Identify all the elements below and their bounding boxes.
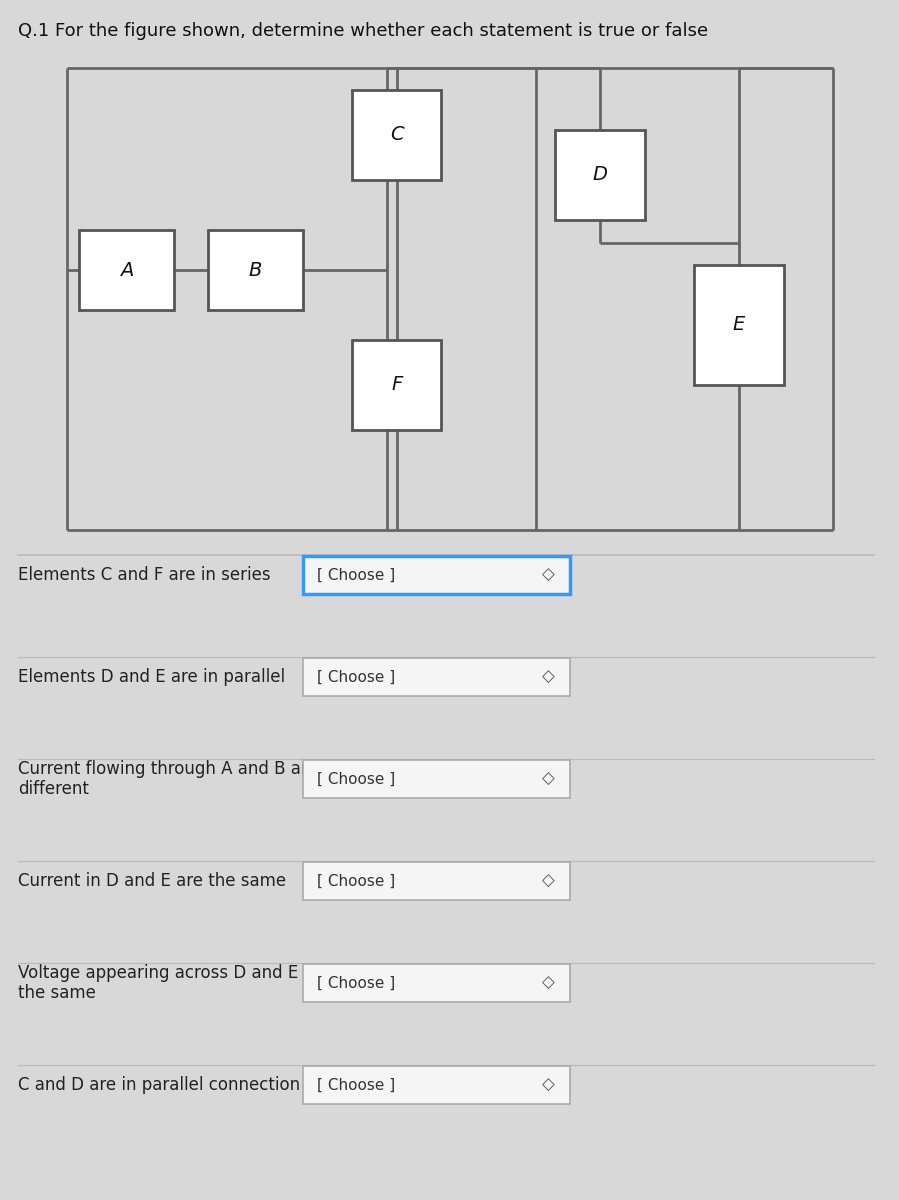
Text: Voltage appearing across D and E are
the same: Voltage appearing across D and E are the… (18, 964, 330, 1002)
Text: [ Choose ]: [ Choose ] (317, 568, 396, 582)
Text: [ Choose ]: [ Choose ] (317, 670, 396, 684)
Text: [ Choose ]: [ Choose ] (317, 1078, 396, 1092)
Text: A: A (120, 260, 133, 280)
Text: D: D (592, 166, 608, 185)
FancyBboxPatch shape (302, 862, 570, 900)
Text: Current in D and E are the same: Current in D and E are the same (18, 872, 286, 890)
FancyBboxPatch shape (79, 230, 174, 310)
FancyBboxPatch shape (302, 964, 570, 1002)
FancyBboxPatch shape (352, 340, 441, 430)
Text: ◇: ◇ (542, 668, 555, 686)
FancyBboxPatch shape (556, 130, 645, 220)
Text: [ Choose ]: [ Choose ] (317, 976, 396, 990)
Text: ◇: ◇ (542, 872, 555, 890)
Text: B: B (249, 260, 263, 280)
FancyBboxPatch shape (302, 658, 570, 696)
Text: F: F (391, 376, 403, 395)
FancyBboxPatch shape (694, 265, 784, 385)
Text: ◇: ◇ (542, 770, 555, 788)
Text: Current flowing through A and B are
different: Current flowing through A and B are diff… (18, 760, 317, 798)
Text: C: C (390, 126, 404, 144)
Text: Elements C and F are in series: Elements C and F are in series (18, 566, 271, 584)
FancyBboxPatch shape (209, 230, 302, 310)
FancyBboxPatch shape (302, 556, 570, 594)
Text: Q.1 For the figure shown, determine whether each statement is true or false: Q.1 For the figure shown, determine whet… (18, 22, 708, 40)
Text: [ Choose ]: [ Choose ] (317, 772, 396, 786)
FancyBboxPatch shape (352, 90, 441, 180)
FancyBboxPatch shape (302, 1066, 570, 1104)
Text: E: E (733, 316, 745, 335)
FancyBboxPatch shape (302, 760, 570, 798)
Text: C and D are in parallel connection: C and D are in parallel connection (18, 1076, 300, 1094)
Text: ◇: ◇ (542, 974, 555, 992)
Text: Elements D and E are in parallel: Elements D and E are in parallel (18, 668, 285, 686)
Text: ◇: ◇ (542, 1076, 555, 1094)
Text: ◇: ◇ (542, 566, 555, 584)
Text: [ Choose ]: [ Choose ] (317, 874, 396, 888)
